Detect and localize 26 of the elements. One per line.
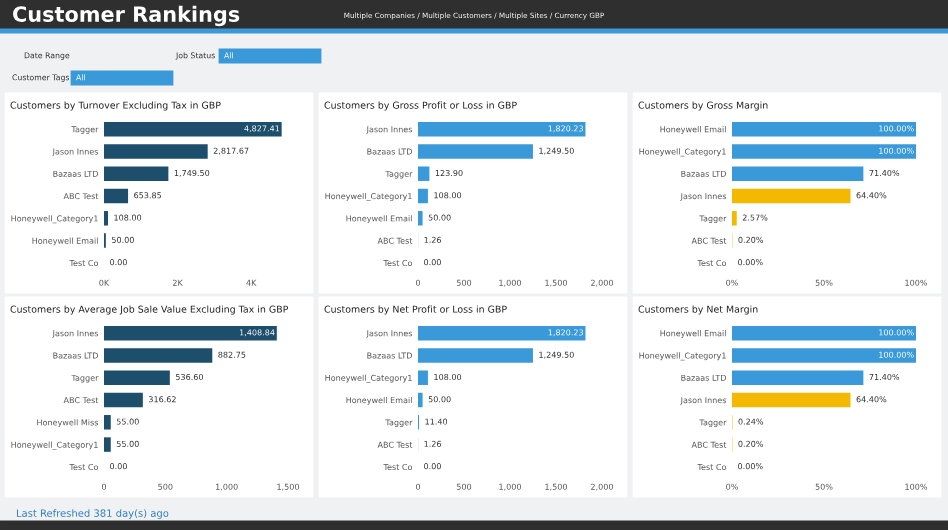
bar [732,370,864,385]
bar [104,144,208,159]
bar [418,121,586,137]
bar [732,121,916,137]
bar [104,121,282,137]
bar [732,392,851,408]
bar [104,392,143,408]
bar [732,188,851,204]
bar [418,370,428,385]
bar [104,415,111,430]
bar [732,166,864,181]
bar [418,166,430,181]
bar [418,325,586,341]
bar [104,348,213,363]
bar [104,188,129,204]
bar [732,325,916,341]
bar [104,166,169,181]
bar [418,188,428,204]
bar [104,370,170,385]
bar [418,144,533,159]
text: Customer Rankings [13,5,240,27]
bar [732,348,916,363]
bar [418,348,533,363]
bar [104,437,111,452]
bar [732,144,916,159]
bar [104,325,277,341]
